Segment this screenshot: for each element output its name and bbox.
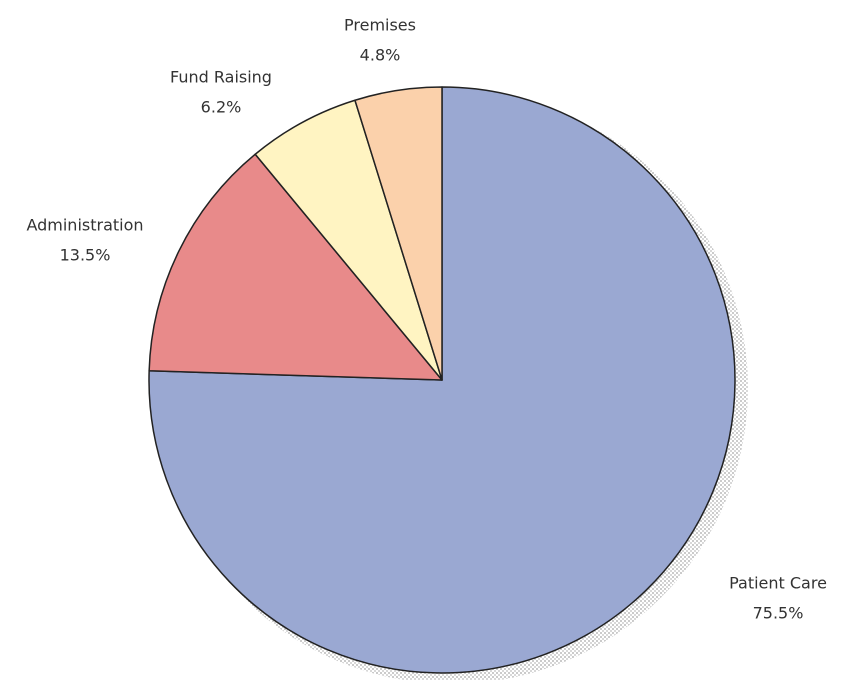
slice-value-label: 75.5% (753, 604, 804, 623)
slice-value-label: 4.8% (360, 46, 401, 65)
slice-label: Patient Care (729, 574, 827, 593)
slice-value-label: 13.5% (60, 246, 111, 265)
pie-slice (148, 86, 736, 674)
pie-slice (254, 99, 443, 381)
pie-slice (148, 153, 443, 381)
slice-value-label: 6.2% (201, 98, 242, 117)
slice-label: Administration (26, 216, 143, 235)
slice-label: Premises (344, 16, 416, 35)
slice-label: Fund Raising (170, 68, 272, 87)
pie-slice (354, 86, 443, 381)
